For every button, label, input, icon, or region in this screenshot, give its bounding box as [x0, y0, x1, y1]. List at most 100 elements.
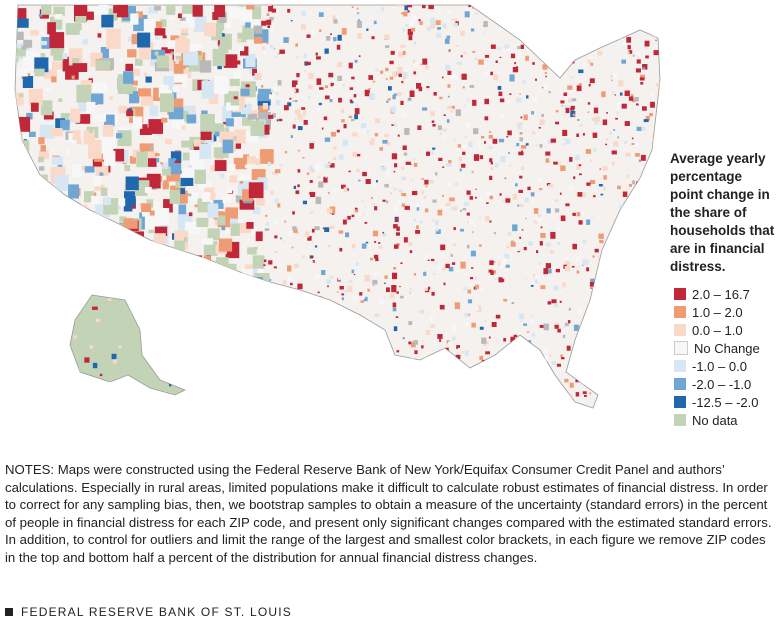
zip-patch — [592, 132, 598, 138]
zip-patch — [589, 281, 595, 287]
zip-patch — [450, 19, 454, 21]
zip-patch — [218, 279, 222, 282]
zip-patch — [116, 133, 123, 139]
zip-patch — [434, 391, 439, 395]
zip-patch — [652, 136, 658, 142]
zip-patch — [88, 239, 98, 249]
zip-patch — [202, 192, 211, 202]
zip-patch — [21, 367, 26, 371]
zip-patch — [525, 55, 529, 61]
zip-patch — [581, 330, 587, 335]
zip-patch — [244, 164, 250, 169]
zip-patch — [402, 178, 406, 181]
zip-patch — [333, 314, 339, 320]
zip-patch — [620, 318, 623, 320]
zip-patch — [358, 212, 362, 217]
zip-patch — [565, 260, 570, 266]
zip-patch — [430, 17, 436, 25]
zip-patch — [115, 289, 128, 300]
zip-patch — [255, 320, 266, 329]
zip-patch — [15, 191, 22, 202]
zip-patch — [488, 146, 493, 149]
zip-patch — [44, 245, 54, 257]
zip-patch — [364, 222, 368, 224]
zip-patch — [178, 259, 191, 273]
zip-patch — [635, 386, 640, 390]
zip-patch — [235, 141, 241, 149]
zip-patch — [640, 360, 644, 363]
zip-patch — [199, 143, 212, 159]
zip-patch — [156, 55, 169, 69]
zip-patch — [45, 289, 60, 300]
zip-patch — [564, 266, 570, 272]
zip-patch — [408, 241, 413, 246]
zip-patch — [23, 205, 31, 211]
zip-patch — [393, 188, 397, 191]
zip-patch — [316, 78, 322, 85]
zip-patch — [275, 92, 279, 96]
zip-patch — [498, 138, 505, 143]
zip-patch — [352, 132, 358, 137]
source-label: FEDERAL RESERVE BANK OF ST. LOUIS — [21, 605, 292, 619]
zip-patch — [23, 286, 28, 292]
zip-patch — [119, 394, 133, 408]
zip-patch — [404, 205, 410, 210]
zip-patch — [317, 176, 321, 179]
zip-patch — [43, 67, 57, 79]
zip-patch — [548, 44, 554, 48]
zip-patch — [223, 54, 238, 68]
zip-patch — [313, 384, 316, 387]
zip-patch — [321, 353, 328, 361]
zip-patch — [194, 16, 207, 32]
zip-patch — [378, 242, 381, 244]
zip-patch — [557, 241, 561, 246]
zip-patch — [223, 285, 230, 294]
zip-patch — [15, 340, 24, 348]
zip-patch — [479, 141, 481, 144]
zip-patch — [232, 382, 241, 394]
zip-patch — [56, 224, 64, 233]
zip-patch — [314, 401, 320, 408]
zip-patch — [535, 274, 539, 278]
zip-patch — [612, 249, 618, 254]
zip-patch — [234, 276, 239, 282]
zip-patch — [198, 356, 207, 368]
zip-patch — [541, 113, 544, 118]
zip-patch — [510, 241, 516, 247]
zip-patch — [433, 379, 436, 382]
zip-patch — [47, 361, 53, 367]
zip-patch — [43, 111, 54, 120]
zip-patch — [213, 211, 224, 220]
zip-patch — [250, 6, 262, 20]
zip-patch — [160, 19, 167, 28]
zip-patch — [218, 398, 229, 405]
zip-patch — [660, 134, 664, 139]
zip-patch — [324, 85, 328, 89]
zip-patch — [478, 59, 484, 65]
zip-patch — [183, 372, 198, 382]
zip-patch — [42, 272, 54, 282]
legend-swatch — [674, 324, 686, 336]
zip-patch — [45, 219, 53, 229]
zip-patch — [347, 215, 351, 220]
zip-patch — [390, 50, 395, 55]
zip-patch — [310, 191, 316, 197]
zip-patch — [636, 388, 640, 392]
zip-patch — [592, 365, 598, 370]
zip-patch — [372, 284, 375, 287]
zip-patch — [279, 292, 285, 299]
zip-patch — [35, 307, 46, 315]
zip-patch — [344, 289, 348, 293]
zip-patch — [279, 49, 285, 54]
zip-patch — [293, 185, 297, 189]
zip-patch — [331, 367, 335, 371]
zip-patch — [347, 405, 350, 408]
zip-patch — [473, 154, 480, 161]
zip-patch — [328, 313, 333, 317]
zip-patch — [314, 163, 321, 171]
zip-patch — [20, 334, 36, 353]
zip-patch — [426, 86, 430, 89]
zip-patch — [577, 192, 583, 197]
zip-patch — [569, 382, 574, 388]
zip-patch — [15, 264, 21, 271]
